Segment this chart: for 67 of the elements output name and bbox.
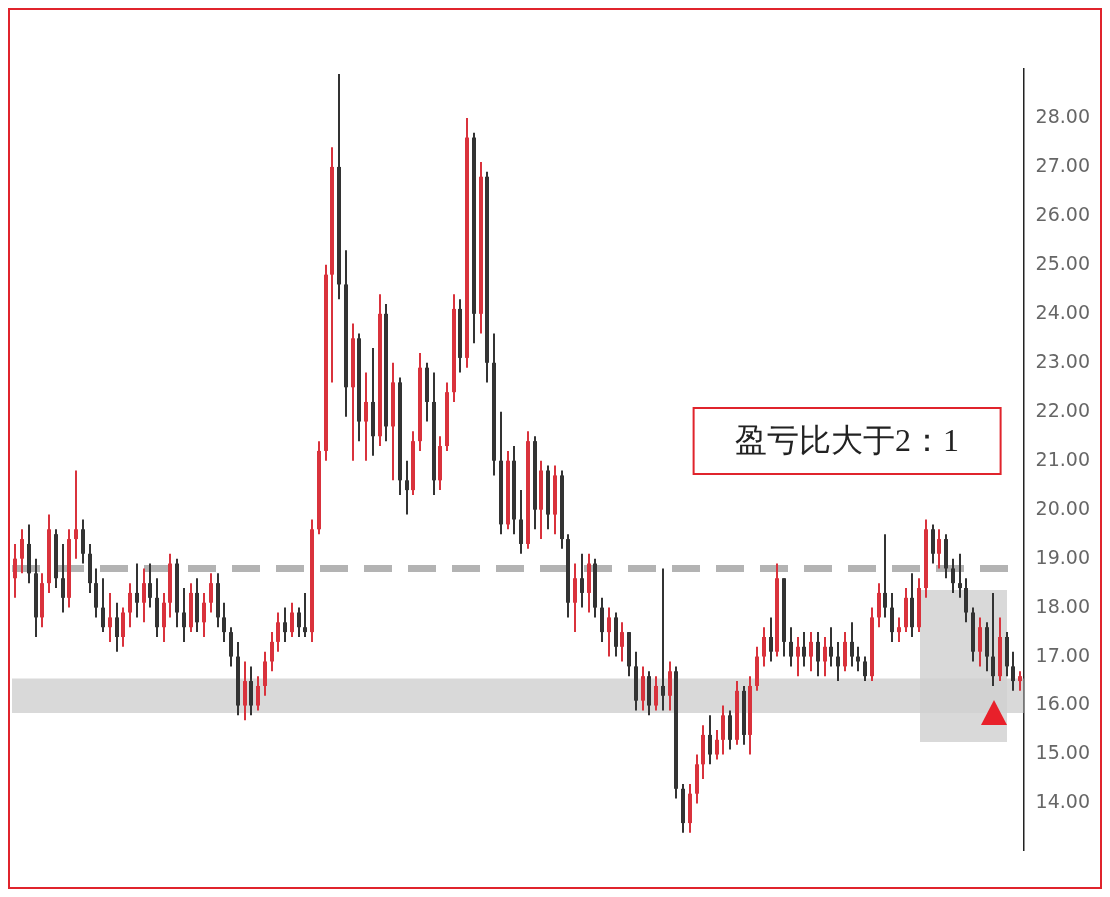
candlestick [937, 528, 941, 570]
annotation: 盈亏比大于2：1 [735, 422, 960, 459]
candlestick [620, 621, 624, 663]
candlestick [863, 655, 867, 683]
candlestick [283, 606, 287, 643]
candlestick [61, 542, 65, 614]
y-tick-label: 27.00 [1035, 153, 1091, 176]
candlestick [708, 714, 712, 766]
candlestick [135, 562, 139, 619]
candlestick [256, 675, 260, 712]
candlestick [715, 729, 719, 761]
candlestick [13, 542, 17, 599]
candlestick [661, 567, 665, 712]
candlestick [1011, 650, 1015, 692]
candlestick [897, 616, 901, 643]
y-tick-label: 16.00 [1035, 692, 1091, 715]
y-tick-label: 19.00 [1035, 545, 1091, 568]
candlestick [20, 528, 24, 575]
candlestick [951, 557, 955, 594]
candlestick [823, 636, 827, 678]
y-tick-label: 25.00 [1035, 251, 1091, 274]
y-tick-label: 14.00 [1035, 790, 1091, 813]
y-tick-label: 15.00 [1035, 741, 1091, 764]
candlestick [290, 601, 294, 638]
y-tick-label: 22.00 [1035, 398, 1091, 421]
candlestick [991, 591, 995, 687]
candlestick [108, 591, 112, 643]
candlestick [796, 636, 800, 678]
candlestick [958, 552, 962, 599]
candlestick [789, 626, 793, 668]
candlestick [202, 591, 206, 638]
candlestick [809, 631, 813, 673]
candlestick [74, 469, 78, 560]
y-tick-label: 20.00 [1035, 496, 1091, 519]
candlestick [209, 572, 213, 614]
candlestick [654, 675, 658, 712]
y-tick-label: 18.00 [1035, 594, 1091, 617]
candlestick [270, 631, 274, 673]
candlestick [802, 631, 806, 668]
candlestick [276, 611, 280, 653]
candlestick [364, 371, 368, 462]
candlestick [850, 621, 854, 668]
candlestick [836, 640, 840, 683]
candlestick [297, 606, 301, 638]
y-tick-label: 26.00 [1035, 202, 1091, 225]
y-tick-label: 21.00 [1035, 447, 1091, 470]
candlestick [182, 587, 186, 643]
y-tick-label: 17.00 [1035, 643, 1091, 666]
y-tick-label: 23.00 [1035, 349, 1091, 372]
candlestick [607, 606, 611, 658]
y-tick-label: 28.00 [1035, 104, 1091, 127]
candlestick [222, 601, 226, 643]
candlestick [829, 626, 833, 668]
candlestick [128, 582, 132, 629]
candlestick [303, 591, 307, 638]
candlestick [816, 631, 820, 678]
candlestick [1018, 670, 1022, 692]
candlestick [115, 601, 119, 653]
candlestick [762, 626, 766, 668]
y-tick-label: 24.00 [1035, 300, 1091, 323]
candlestick [769, 616, 773, 663]
candlestick [580, 552, 584, 609]
candlestick [101, 577, 105, 634]
candlestick [142, 567, 146, 624]
candlestick [883, 533, 887, 619]
candlestick [148, 562, 152, 609]
candlestick [405, 459, 409, 516]
